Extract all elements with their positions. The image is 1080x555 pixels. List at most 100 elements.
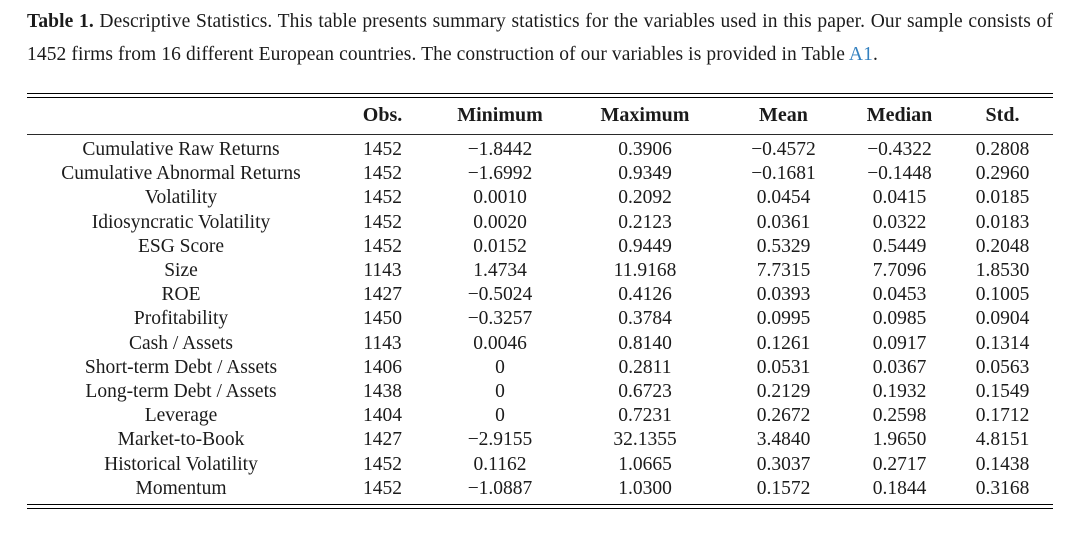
table-row: Short-term Debt / Assets 1406 0 0.2811 0.053…: [27, 356, 1053, 380]
value-cell: 0.0985: [872, 308, 927, 330]
variable-cell: Size: [164, 260, 198, 282]
header-maximum: Maximum: [570, 98, 720, 135]
variable-cell: Cash / Assets: [128, 332, 233, 354]
value-cell: 0.9449: [618, 235, 672, 257]
value-cell: 0.1932: [872, 381, 927, 403]
value-cell: 1404: [363, 405, 402, 427]
value-cell: 7.7315: [756, 260, 811, 282]
table-row: ESG Score 1452 0.0152 0.9449 0.5329 0.5449 0.2…: [27, 235, 1053, 259]
value-cell: 0.0917: [872, 332, 927, 354]
value-cell: 0.0904: [975, 308, 1030, 330]
value-cell: 0.0185: [975, 187, 1030, 209]
value-cell: 1452: [363, 453, 402, 475]
table-top-rule: [27, 93, 1053, 98]
value-cell: 0.0453: [872, 284, 927, 306]
header-variable: [27, 98, 335, 135]
value-cell: 0.2808: [975, 139, 1030, 160]
table-row: Volatility 1452 0.0010 0.2092 0.0454 0.0415 0.…: [27, 186, 1053, 210]
value-cell: 1452: [363, 139, 402, 160]
value-cell: 0.9349: [618, 163, 672, 185]
variable-cell: ESG Score: [137, 235, 225, 257]
value-cell: 0.2811: [618, 356, 672, 378]
value-cell: 0.1844: [872, 477, 927, 499]
value-cell: 0.1572: [756, 477, 811, 499]
table-row: Momentum 1452 −1.0887 1.0300 0.1572 0.1844 0.3…: [27, 477, 1053, 504]
value-cell: 0.2123: [618, 211, 672, 233]
value-cell: 4.8151: [975, 429, 1030, 451]
variable-cell: Historical Volatility: [104, 453, 258, 475]
value-cell: 1427: [363, 429, 402, 451]
value-cell: 1452: [363, 477, 402, 499]
value-cell: 1452: [363, 163, 402, 185]
value-cell: 0.2092: [618, 187, 672, 209]
variable-cell: Short-term Debt / Assets: [84, 356, 278, 378]
table-row: Cash / Assets 1143 0.0046 0.8140 0.1261 0.091…: [27, 332, 1053, 356]
value-cell: −1.6992: [467, 163, 533, 185]
value-cell: 0.1162: [473, 453, 527, 475]
variable-cell: Cumulative Raw Returns: [82, 139, 280, 160]
value-cell: 0.0393: [756, 284, 811, 306]
value-cell: 0.3784: [618, 308, 672, 330]
value-cell: −0.1681: [751, 163, 816, 185]
value-cell: 1406: [363, 356, 402, 378]
value-cell: 0.0361: [756, 211, 811, 233]
value-cell: 0.4126: [618, 284, 672, 306]
value-cell: 3.4840: [756, 429, 811, 451]
table-row: Idiosyncratic Volatility 1452 0.0020 0.2123…: [27, 211, 1053, 235]
value-cell: 0: [495, 381, 505, 403]
table-row: Cumulative Raw Returns 1452 −1.8442 0.3906 −…: [27, 135, 1053, 163]
value-cell: 0.1712: [975, 405, 1030, 427]
table-header: Obs. Minimum Maximum Mean Median Std.: [27, 98, 1053, 135]
value-cell: −0.5024: [467, 284, 533, 306]
value-cell: 1.0665: [618, 453, 672, 475]
value-cell: 0.2717: [872, 453, 927, 475]
table-row: Profitability 1450 −0.3257 0.3784 0.0995 0.09…: [27, 307, 1053, 331]
value-cell: 0.0046: [473, 332, 527, 354]
value-cell: 0: [495, 405, 505, 427]
value-cell: 0.0322: [872, 211, 927, 233]
header-median: Median: [847, 98, 952, 135]
header-minimum: Minimum: [430, 98, 570, 135]
variable-cell: Long-term Debt / Assets: [85, 381, 277, 403]
table-row: Historical Volatility 1452 0.1162 1.0665 0.3…: [27, 453, 1053, 477]
variable-cell: Leverage: [144, 405, 218, 427]
header-obs: Obs.: [335, 98, 430, 135]
value-cell: −1.0887: [467, 477, 533, 499]
variable-cell: Cumulative Abnormal Returns: [61, 163, 301, 185]
table-row: Long-term Debt / Assets 1438 0 0.6723 0.2129…: [27, 380, 1053, 404]
table-row: Market-to-Book 1427 −2.9155 32.1355 3.4840 1.…: [27, 428, 1053, 452]
value-cell: 0.0563: [975, 356, 1030, 378]
table-body: Cumulative Raw Returns 1452 −1.8442 0.3906 −…: [27, 135, 1053, 505]
value-cell: 7.7096: [872, 260, 927, 282]
header-mean: Mean: [720, 98, 847, 135]
value-cell: 1438: [363, 381, 402, 403]
value-cell: −0.4322: [867, 139, 932, 160]
value-cell: 0.0020: [473, 211, 527, 233]
value-cell: 0.6723: [618, 381, 672, 403]
header-std: Std.: [952, 98, 1053, 135]
value-cell: 0.0454: [756, 187, 811, 209]
table-a1-link[interactable]: A1: [848, 43, 873, 65]
value-cell: 1.9650: [872, 429, 927, 451]
value-cell: 0.0183: [975, 211, 1030, 233]
table-row: Leverage 1404 0 0.7231 0.2672 0.2598 0.1712: [27, 404, 1053, 428]
value-cell: 0: [495, 356, 505, 378]
value-cell: 0.3037: [756, 453, 811, 475]
variable-cell: Idiosyncratic Volatility: [91, 211, 271, 233]
value-cell: 1452: [363, 235, 402, 257]
descriptive-statistics-table: Obs. Minimum Maximum Mean Median Std. Cu…: [27, 98, 1053, 504]
header-row: Obs. Minimum Maximum Mean Median Std.: [27, 98, 1053, 135]
value-cell: 0.0531: [756, 356, 811, 378]
value-cell: 1.0300: [618, 477, 672, 499]
variable-cell: Volatility: [144, 187, 218, 209]
value-cell: 0.0367: [872, 356, 927, 378]
value-cell: 0.0152: [473, 235, 527, 257]
value-cell: 1.4734: [473, 260, 527, 282]
table-row: ROE 1427 −0.5024 0.4126 0.0393 0.0453 0.1005: [27, 283, 1053, 307]
value-cell: 0.5449: [872, 235, 927, 257]
value-cell: 0.1314: [975, 332, 1030, 354]
value-cell: 0.1438: [975, 453, 1030, 475]
value-cell: −0.1448: [867, 163, 932, 185]
value-cell: 0.2672: [756, 405, 811, 427]
